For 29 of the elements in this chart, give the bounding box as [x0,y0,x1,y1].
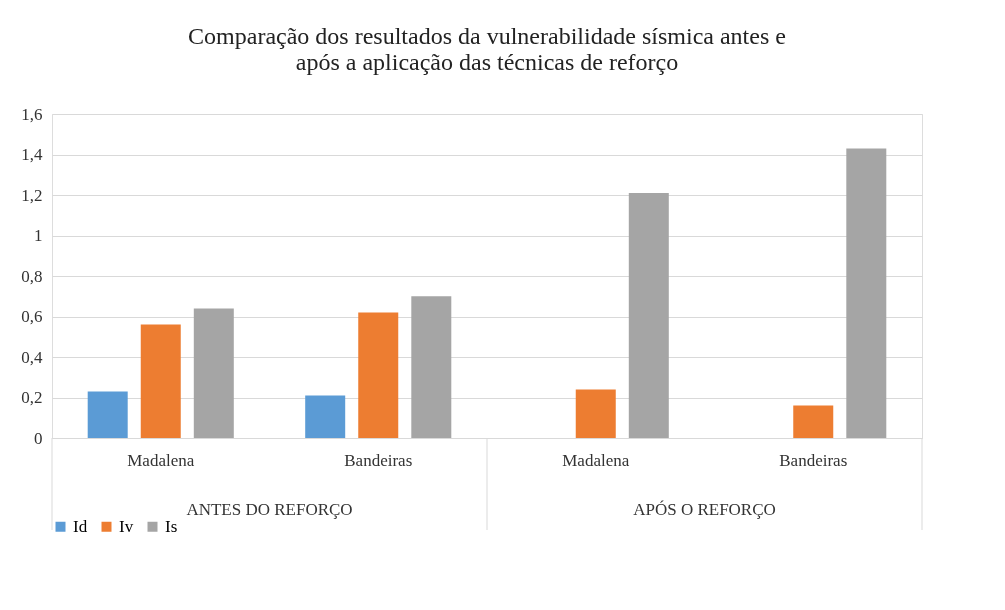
x-tick-label: Madalena [127,450,195,470]
y-tick-label: 1,4 [21,145,43,164]
bar [793,405,834,438]
y-tick-label: 0 [34,428,43,448]
y-tick-label: 1,2 [21,185,43,205]
y-tick-label: 1,6 [21,104,43,124]
bar [305,395,346,438]
legend-label: Iv [119,516,134,536]
bar [193,308,234,438]
bar [575,389,616,438]
x-tick-label: Madalena [562,450,630,470]
bar [411,296,452,438]
text: ANTES DO REFORÇO [186,500,353,519]
text: APÓS O REFORÇO [633,500,776,519]
bar [140,324,181,438]
x-tick-label: Bandeiras [344,450,413,470]
bar [87,391,128,438]
y-tick-label: 0,4 [21,347,43,367]
y-tick-label: 0,6 [21,307,43,326]
x-tick-label: Bandeiras [779,450,848,470]
legend-label: Id [73,516,88,536]
y-tick-label: 0,8 [21,266,43,286]
bar [358,312,399,438]
bar [628,192,669,438]
legend-label: Is [165,516,178,536]
y-tick-label: 0,2 [21,388,43,407]
bar [846,148,887,438]
y-tick-label: 1 [34,226,43,245]
chart-title: Comparação dos resultados da vulnerabilidade sísmica antes e após a aplicação das técnicas de reforço [188,23,786,75]
